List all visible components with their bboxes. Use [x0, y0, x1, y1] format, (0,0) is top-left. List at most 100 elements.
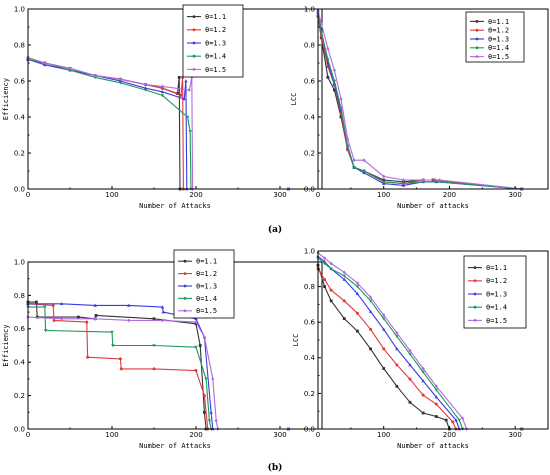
- data-point: [118, 77, 122, 82]
- x-tick-label: 200: [443, 431, 456, 439]
- data-point: [333, 88, 336, 92]
- legend-item: θ=1.4: [468, 304, 507, 312]
- y-axis-title: Efficiency: [2, 78, 10, 120]
- series-line-2: [27, 303, 289, 430]
- data-point: [352, 166, 356, 170]
- y-tick-label: 0.2: [304, 390, 315, 398]
- x-axis-title: Number of Attacks: [139, 442, 211, 450]
- legend-item: θ=1.2: [468, 277, 507, 285]
- data-point: [421, 178, 425, 182]
- legend-label: θ=1.4: [205, 53, 226, 61]
- data-point: [395, 330, 399, 335]
- data-point: [194, 316, 198, 321]
- data-point: [368, 295, 373, 300]
- chart-panel-1: 0 100 200 300 0.0 0.2 0.4 0.6 0.8 1.0 Number of At…: [2, 4, 323, 210]
- data-point: [93, 73, 97, 78]
- data-point: [111, 344, 115, 348]
- data-point: [421, 180, 425, 184]
- data-point: [326, 58, 330, 62]
- data-point: [43, 329, 48, 333]
- legend-marker: [473, 305, 477, 309]
- legend-marker: [475, 37, 479, 41]
- legend-label: θ=1.5: [486, 317, 507, 325]
- data-point: [421, 366, 425, 371]
- legend-label: θ=1.1: [205, 13, 226, 21]
- legend-label: θ=1.4: [486, 304, 507, 312]
- data-point: [395, 335, 399, 339]
- series-line-2: [27, 57, 289, 190]
- data-point: [77, 315, 80, 319]
- data-point: [451, 420, 455, 424]
- data-point: [326, 76, 330, 79]
- data-point: [202, 394, 206, 398]
- series-line-3: [28, 303, 289, 430]
- plot-frame: [27, 8, 323, 190]
- data-point: [382, 347, 386, 351]
- legend-label: θ=1.2: [205, 26, 226, 34]
- y-tick-label: 0.6: [14, 77, 26, 85]
- y-tick-label: 0.4: [14, 113, 26, 121]
- series-line-5: [317, 252, 522, 430]
- legend-marker: [183, 259, 187, 263]
- data-point: [345, 144, 350, 148]
- x-tick-label: 0: [316, 431, 320, 439]
- legend-marker: [473, 292, 477, 296]
- legend-item: θ=1.3: [187, 39, 226, 47]
- legend-item: θ=1.1: [468, 264, 507, 272]
- data-point: [182, 97, 186, 101]
- y-axis-title: LCC: [292, 334, 300, 347]
- legend-item: θ=1.2: [470, 27, 509, 35]
- y-tick-label: 1.0: [14, 258, 25, 266]
- data-point: [382, 180, 386, 184]
- legend-item: θ=1.5: [470, 53, 509, 61]
- data-point: [119, 367, 123, 371]
- data-point: [395, 384, 399, 388]
- data-point: [127, 303, 131, 307]
- data-point: [194, 320, 198, 325]
- x-tick-label: 100: [377, 431, 390, 439]
- data-point: [85, 320, 89, 324]
- data-point: [339, 115, 343, 119]
- data-point: [86, 355, 90, 359]
- legend-item: θ=1.1: [187, 13, 226, 21]
- data-point: [177, 76, 181, 79]
- data-point: [457, 418, 461, 422]
- x-tick-label: 0: [26, 191, 30, 199]
- series-line-4: [317, 257, 522, 430]
- data-point: [434, 384, 438, 389]
- data-point: [93, 316, 97, 321]
- legend-marker: [473, 266, 477, 269]
- data-point: [368, 309, 373, 313]
- data-point: [421, 411, 425, 415]
- y-tick-label: 0.0: [304, 185, 315, 193]
- legend-item: θ=1.4: [187, 53, 226, 61]
- data-point: [329, 267, 333, 271]
- panel-label-a: (a): [268, 224, 282, 235]
- data-point: [339, 106, 343, 110]
- data-point: [93, 76, 97, 80]
- data-point: [185, 115, 190, 119]
- data-point: [408, 352, 412, 357]
- data-point: [408, 400, 412, 404]
- data-point: [329, 299, 333, 303]
- data-point: [94, 314, 98, 317]
- x-tick-label: 200: [189, 431, 202, 439]
- data-point: [187, 88, 191, 92]
- y-tick-label: 1.0: [304, 247, 315, 255]
- data-point: [382, 313, 386, 317]
- data-point: [127, 318, 131, 323]
- legend-item: θ=1.2: [178, 270, 217, 278]
- data-point: [362, 169, 366, 173]
- data-point: [332, 68, 337, 73]
- data-point: [68, 66, 72, 71]
- data-point: [382, 367, 386, 370]
- data-point: [323, 277, 327, 281]
- data-point: [342, 274, 346, 278]
- series-line-1: [28, 301, 289, 430]
- legend-marker: [475, 28, 479, 32]
- data-point: [382, 178, 386, 182]
- data-point: [437, 178, 442, 182]
- legend-marker: [183, 272, 187, 275]
- data-point: [160, 90, 165, 94]
